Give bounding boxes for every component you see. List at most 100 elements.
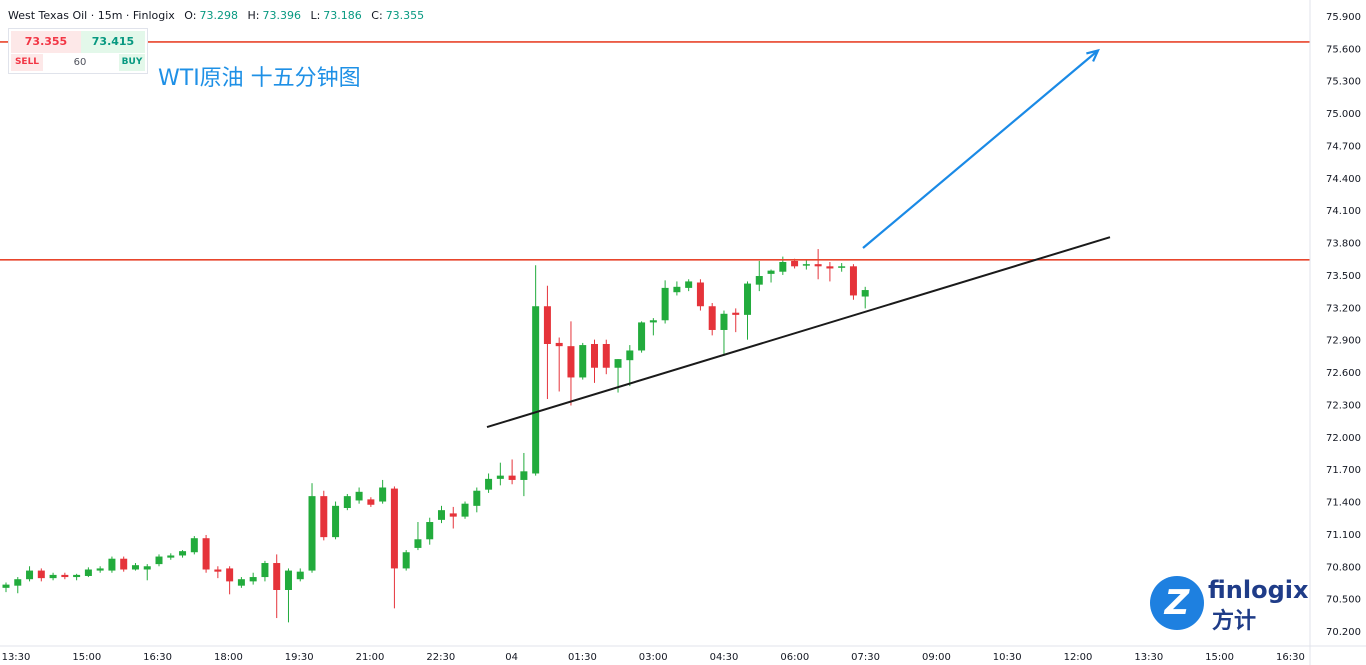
candle-down[interactable] — [61, 572, 69, 580]
candle-up[interactable] — [649, 318, 657, 336]
candle-down[interactable] — [226, 566, 234, 595]
candle-up[interactable] — [2, 582, 10, 593]
candle-up[interactable] — [579, 342, 587, 380]
candle-up[interactable] — [284, 568, 292, 623]
candle-up[interactable] — [473, 487, 481, 513]
price-tick-label: 71.100 — [1326, 530, 1361, 541]
candle-down[interactable] — [508, 459, 516, 485]
candle-down[interactable] — [390, 486, 398, 609]
candle-body — [190, 538, 198, 553]
candle-down[interactable] — [320, 490, 328, 541]
candle-up[interactable] — [96, 566, 104, 573]
close-value: 73.355 — [385, 9, 425, 22]
time-tick-label: 04:30 — [710, 652, 739, 663]
candle-up[interactable] — [84, 567, 92, 578]
candle-up[interactable] — [131, 563, 139, 571]
candle-down[interactable] — [708, 303, 716, 336]
candle-up[interactable] — [626, 345, 634, 387]
buy-button[interactable]: BUY — [119, 54, 145, 71]
trade-panel: 73.355 73.415 SELL 60 BUY — [8, 28, 148, 74]
candle-up[interactable] — [461, 501, 469, 519]
price-tick-label: 73.800 — [1326, 239, 1361, 250]
candle-up[interactable] — [14, 577, 22, 594]
buy-price-button[interactable]: 73.415 — [81, 31, 145, 53]
candle-down[interactable] — [826, 262, 834, 282]
close-label: C: — [371, 9, 383, 22]
time-tick-label: 09:00 — [922, 652, 951, 663]
candle-up[interactable] — [496, 462, 504, 486]
time-axis[interactable]: 13:30 15:00 16:30 18:00 19:30 21:00 22:30 04 01:… — [0, 645, 1366, 663]
candle-down[interactable] — [273, 554, 281, 619]
candle-up[interactable] — [685, 279, 693, 292]
candle-up[interactable] — [237, 577, 245, 588]
candle-down[interactable] — [449, 506, 457, 529]
logo-name: finlogix — [1208, 576, 1309, 604]
candle-down[interactable] — [732, 308, 740, 333]
candle-down[interactable] — [602, 339, 610, 375]
candle-body — [661, 287, 669, 321]
candle-up[interactable] — [73, 573, 81, 581]
candle-up[interactable] — [179, 550, 187, 558]
candle-body — [802, 264, 810, 266]
forecast-arrow-head — [1086, 48, 1100, 62]
candle-up[interactable] — [720, 310, 728, 356]
candle-up[interactable] — [143, 564, 151, 581]
candle-down[interactable] — [696, 279, 704, 311]
candle-down[interactable] — [849, 264, 857, 300]
sell-button[interactable]: SELL — [11, 54, 43, 71]
candle-up[interactable] — [308, 483, 316, 573]
candle-up[interactable] — [532, 265, 540, 476]
candle-up[interactable] — [755, 260, 763, 292]
candle-down[interactable] — [37, 568, 45, 582]
candle-body — [567, 346, 575, 378]
candle-up[interactable] — [426, 517, 434, 545]
low-value: 73.186 — [323, 9, 362, 22]
candle-down[interactable] — [543, 285, 551, 400]
candle-down[interactable] — [814, 249, 822, 280]
candle-down[interactable] — [120, 556, 128, 572]
candle-down[interactable] — [367, 497, 375, 507]
candle-up[interactable] — [673, 281, 681, 296]
candle-up[interactable] — [296, 568, 304, 582]
candle-up[interactable] — [332, 501, 340, 540]
candle-up[interactable] — [802, 259, 810, 270]
price-axis[interactable]: 75.900 75.600 75.300 75.000 74.700 74.400 74.1… — [1309, 0, 1361, 665]
candle-up[interactable] — [49, 572, 57, 581]
candle-up[interactable] — [861, 286, 869, 309]
sell-price-button[interactable]: 73.355 — [11, 31, 81, 53]
candle-up[interactable] — [249, 572, 257, 585]
candle-up[interactable] — [261, 560, 269, 582]
quantity-input[interactable]: 60 — [73, 57, 87, 68]
candle-up[interactable] — [661, 280, 669, 324]
candle-down[interactable] — [567, 321, 575, 406]
candle-up[interactable] — [379, 479, 387, 504]
candle-up[interactable] — [414, 522, 422, 551]
candle-up[interactable] — [485, 473, 493, 493]
candle-up[interactable] — [767, 269, 775, 283]
time-tick-label: 21:00 — [356, 652, 385, 663]
candle-up[interactable] — [167, 553, 175, 560]
candle-body — [332, 505, 340, 538]
candle-up[interactable] — [638, 321, 646, 353]
candle-body — [755, 276, 763, 285]
candle-up[interactable] — [402, 550, 410, 571]
forecast-arrow[interactable] — [862, 49, 1099, 249]
candle-up[interactable] — [520, 452, 528, 497]
low-label: L: — [310, 9, 321, 22]
candle-body — [143, 566, 151, 570]
trend-line[interactable] — [486, 236, 1111, 429]
candle-up[interactable] — [155, 554, 163, 567]
candle-up[interactable] — [26, 566, 34, 582]
candle-up[interactable] — [437, 505, 445, 524]
candle-up[interactable] — [355, 487, 363, 504]
candle-up[interactable] — [190, 536, 198, 555]
candle-up[interactable] — [744, 281, 752, 340]
candle-up[interactable] — [108, 556, 116, 573]
candle-down[interactable] — [214, 566, 222, 579]
candle-up[interactable] — [343, 493, 351, 511]
candle-down[interactable] — [202, 534, 210, 573]
candle-up[interactable] — [838, 263, 846, 272]
candle-down[interactable] — [591, 339, 598, 383]
candle-down[interactable] — [555, 337, 563, 392]
